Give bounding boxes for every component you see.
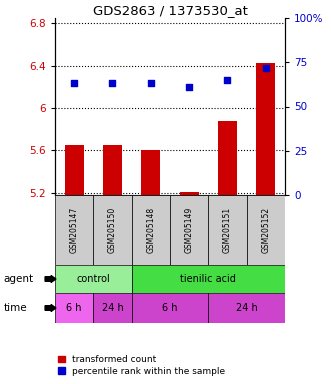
Text: control: control: [76, 274, 110, 284]
Bar: [103, 145, 122, 195]
Title: GDS2863 / 1373530_at: GDS2863 / 1373530_at: [93, 4, 248, 17]
Text: 24 h: 24 h: [102, 303, 123, 313]
Text: GSM205147: GSM205147: [70, 207, 79, 253]
Text: GSM205151: GSM205151: [223, 207, 232, 253]
Bar: [256, 63, 275, 195]
Text: tienilic acid: tienilic acid: [180, 274, 236, 284]
Bar: [218, 121, 237, 195]
Bar: [65, 145, 84, 195]
Text: 6 h: 6 h: [162, 303, 178, 313]
Bar: [55, 195, 93, 265]
Bar: [247, 195, 285, 265]
Text: time: time: [3, 303, 27, 313]
Point: [225, 77, 230, 83]
Text: agent: agent: [3, 274, 33, 284]
Bar: [132, 293, 208, 323]
Text: 24 h: 24 h: [236, 303, 258, 313]
Text: GSM205150: GSM205150: [108, 207, 117, 253]
Bar: [93, 293, 132, 323]
Point: [110, 80, 115, 86]
Bar: [141, 151, 161, 195]
Bar: [132, 195, 170, 265]
Text: 6 h: 6 h: [67, 303, 82, 313]
Text: GSM205152: GSM205152: [261, 207, 270, 253]
Point: [148, 80, 154, 86]
Bar: [55, 265, 132, 293]
Point: [71, 80, 77, 86]
Point: [187, 84, 192, 90]
Bar: [132, 265, 285, 293]
Point: [263, 65, 268, 71]
Bar: [55, 293, 93, 323]
Bar: [93, 195, 132, 265]
Bar: [208, 195, 247, 265]
Text: GSM205148: GSM205148: [146, 207, 155, 253]
Bar: [170, 195, 208, 265]
Legend: transformed count, percentile rank within the sample: transformed count, percentile rank withi…: [56, 353, 227, 377]
Text: GSM205149: GSM205149: [185, 207, 194, 253]
Bar: [180, 192, 199, 195]
Bar: [208, 293, 285, 323]
